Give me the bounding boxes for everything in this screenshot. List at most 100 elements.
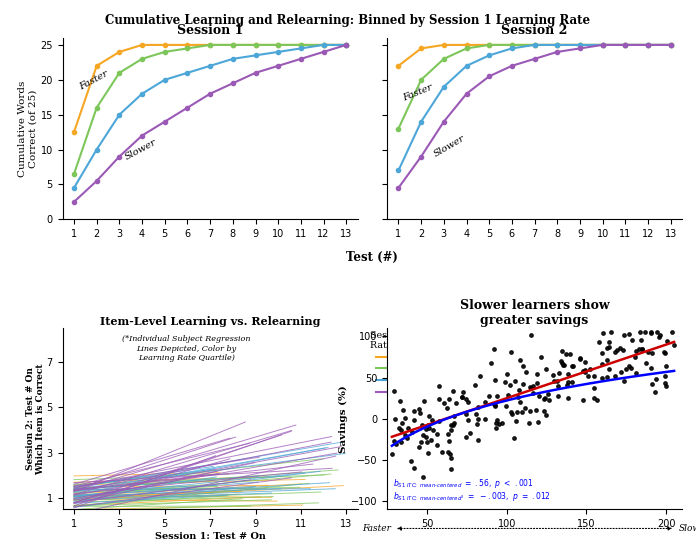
Point: [649, 388, 661, 397]
Point: [531, 378, 542, 387]
Point: [526, 331, 537, 339]
Point: [445, 425, 457, 434]
Text: Faster: Faster: [362, 524, 390, 533]
Point: [645, 329, 656, 338]
Point: [574, 354, 585, 363]
Point: [515, 398, 526, 406]
Point: [434, 382, 445, 390]
Point: [629, 353, 640, 362]
Point: [639, 328, 650, 337]
Point: [426, 435, 437, 444]
Point: [415, 437, 426, 446]
Point: [437, 448, 448, 456]
Point: [395, 437, 406, 446]
Y-axis label: Cumulative Words
Correct (of 25): Cumulative Words Correct (of 25): [18, 80, 38, 177]
Point: [617, 346, 628, 354]
Point: [553, 382, 564, 390]
Point: [630, 347, 641, 356]
Point: [640, 358, 651, 367]
Point: [406, 427, 418, 436]
Point: [548, 376, 560, 385]
Text: $b_{S1\ ITC;\ mean\text{-}centered^2}\ =\ -.003,\ p\ =\ .012$: $b_{S1\ ITC;\ mean\text{-}centered^2}\ =…: [393, 490, 551, 502]
Point: [533, 392, 544, 401]
Legend: Fastest 25%, Fast, Slow, Slowest 25%: Fastest 25%, Fast, Slow, Slowest 25%: [368, 329, 464, 399]
Point: [438, 399, 450, 408]
Point: [409, 463, 420, 472]
Text: Faster: Faster: [402, 83, 434, 103]
Point: [589, 383, 600, 392]
Point: [560, 350, 571, 358]
Point: [635, 328, 646, 337]
Point: [562, 394, 574, 403]
Point: [500, 402, 512, 411]
Point: [431, 441, 442, 449]
Point: [460, 409, 471, 418]
Point: [538, 407, 549, 416]
Point: [501, 370, 512, 378]
Point: [448, 411, 459, 420]
Point: [604, 365, 615, 373]
Point: [596, 374, 608, 383]
Y-axis label: Savings (%): Savings (%): [339, 385, 348, 453]
Text: Slower: Slower: [432, 133, 467, 158]
Point: [574, 354, 585, 363]
Point: [552, 377, 563, 386]
Point: [659, 349, 670, 358]
Point: [434, 416, 445, 425]
Point: [505, 347, 516, 356]
Point: [397, 418, 408, 427]
Point: [443, 447, 454, 456]
Point: [536, 353, 547, 362]
Point: [557, 359, 568, 367]
Point: [518, 380, 529, 389]
Point: [652, 328, 663, 337]
Point: [601, 373, 612, 382]
Point: [647, 349, 658, 358]
Point: [395, 397, 406, 405]
Point: [405, 456, 416, 465]
Point: [475, 371, 486, 380]
Point: [520, 403, 531, 412]
Point: [555, 357, 567, 365]
Point: [566, 362, 577, 370]
Point: [579, 357, 590, 366]
Point: [493, 420, 504, 429]
Point: [527, 381, 538, 390]
Point: [514, 356, 525, 364]
Point: [443, 437, 454, 446]
Point: [480, 415, 491, 423]
Point: [448, 418, 459, 427]
Point: [444, 449, 455, 458]
Point: [520, 367, 531, 376]
Point: [541, 410, 552, 419]
Point: [489, 402, 500, 411]
Point: [460, 433, 471, 442]
Point: [419, 396, 430, 405]
Point: [579, 366, 590, 375]
Point: [564, 350, 576, 358]
Point: [457, 393, 468, 402]
Point: [420, 425, 432, 434]
Point: [618, 377, 629, 386]
Point: [583, 371, 594, 380]
Point: [418, 473, 429, 481]
Point: [422, 420, 434, 429]
Point: [443, 395, 454, 403]
Point: [530, 405, 541, 414]
Point: [603, 343, 615, 351]
Point: [592, 396, 603, 405]
Point: [472, 415, 483, 423]
Point: [562, 381, 573, 390]
Point: [633, 344, 644, 353]
Point: [567, 378, 578, 386]
Point: [568, 362, 579, 370]
Point: [420, 433, 432, 441]
Point: [559, 360, 570, 369]
Point: [471, 419, 482, 428]
Point: [505, 408, 516, 416]
Point: [645, 328, 656, 337]
Point: [390, 440, 402, 448]
Point: [462, 398, 473, 406]
Point: [653, 333, 664, 341]
Point: [426, 416, 437, 425]
